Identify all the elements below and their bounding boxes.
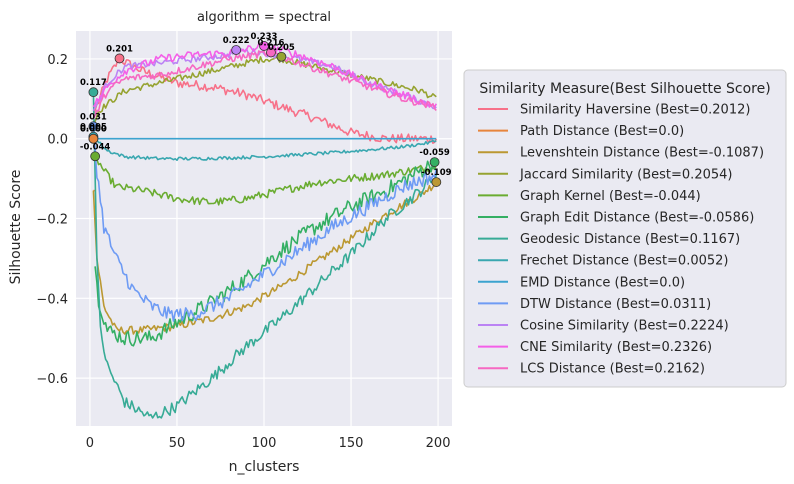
- best-score-label: 0.031: [80, 112, 107, 122]
- series-line: [92, 91, 438, 419]
- series-line: [92, 136, 437, 161]
- annotation-layer: 0.2010.1170.0310.0050.0000.000-0.0440.22…: [80, 32, 452, 178]
- legend-entry: Graph Kernel (Best=-0.044): [520, 189, 701, 204]
- x-tick-label: 0: [86, 436, 94, 451]
- ticks: 0 50 100 150 200 −0.6 −0.4 −0.2 0.0 0.2: [36, 53, 450, 451]
- y-tick-label: −0.4: [36, 292, 68, 307]
- legend-items: Similarity Haversine (Best=0.2012) Path D…: [478, 103, 764, 377]
- legend-title: Similarity Measure(Best Silhouette Score…: [479, 81, 770, 97]
- legend-entry: Graph Edit Distance (Best=-0.0586): [520, 211, 754, 226]
- series-line: [94, 160, 436, 347]
- marker-layer: [88, 41, 442, 187]
- best-score-label: 0.201: [106, 44, 133, 54]
- best-score-label: 0.205: [268, 43, 295, 53]
- legend-entry: Geodesic Distance (Best=0.1167): [520, 232, 740, 247]
- best-score-label: 0.117: [80, 78, 107, 88]
- series-line: [92, 49, 437, 120]
- series-line: [92, 56, 437, 128]
- x-tick-label: 50: [169, 436, 186, 451]
- series-line: [94, 155, 438, 206]
- best-score-label: 0.216: [258, 38, 285, 48]
- best-score-marker: [88, 133, 99, 144]
- y-tick-label: −0.2: [36, 213, 68, 228]
- y-tick-label: 0.0: [47, 133, 68, 148]
- best-score-marker: [231, 45, 242, 55]
- best-score-marker: [90, 151, 101, 162]
- best-score-marker: [276, 51, 287, 62]
- y-axis-label: Silhouette Score: [8, 170, 24, 285]
- legend-entry: Frechet Distance (Best=0.0052): [520, 254, 729, 269]
- best-score-marker: [259, 41, 269, 51]
- legend-entry: Similarity Haversine (Best=0.2012): [520, 103, 750, 118]
- chart-title: algorithm = spectral: [197, 10, 331, 25]
- best-score-label: 0.000: [80, 125, 107, 135]
- legend-entry: LCS Distance (Best=0.2162): [520, 362, 705, 377]
- x-tick-label: 200: [426, 436, 451, 451]
- legend-frame: [463, 69, 787, 388]
- legend-entry: EMD Distance (Best=0.0): [520, 275, 685, 290]
- legend-entry: Jaccard Similarity (Best=0.2054): [519, 167, 732, 182]
- best-score-label: 0.005: [80, 123, 107, 133]
- best-score-marker: [431, 177, 442, 187]
- best-score-marker: [114, 53, 125, 64]
- best-score-label: 0.222: [223, 36, 250, 46]
- legend: Similarity Measure(Best Silhouette Score…: [463, 69, 787, 388]
- series-line: [92, 58, 438, 144]
- x-axis-label: n_clusters: [229, 459, 300, 475]
- best-score-label: -0.109: [421, 168, 451, 178]
- best-score-label: 0.233: [251, 32, 278, 42]
- legend-entry: Path Distance (Best=0.0): [520, 124, 684, 139]
- best-score-marker: [88, 87, 99, 98]
- best-score-marker: [266, 47, 276, 58]
- x-tick-label: 100: [252, 436, 277, 451]
- legend-entry: Levenshtein Distance (Best=-0.1087): [520, 146, 764, 161]
- best-score-marker: [88, 121, 99, 132]
- best-score-label: 0.000: [80, 125, 107, 135]
- best-score-label: -0.044: [80, 142, 110, 152]
- series-line: [92, 126, 438, 322]
- best-score-marker: [429, 157, 440, 168]
- y-tick-label: −0.6: [36, 372, 68, 387]
- legend-entry: DTW Distance (Best=0.0311): [520, 297, 711, 312]
- x-tick-label: 150: [339, 436, 364, 451]
- y-tick-label: 0.2: [47, 53, 68, 68]
- best-score-label: -0.059: [419, 148, 449, 158]
- legend-entry: CNE Similarity (Best=0.2326): [520, 340, 712, 355]
- legend-entry: Cosine Similarity (Best=0.2224): [520, 319, 729, 334]
